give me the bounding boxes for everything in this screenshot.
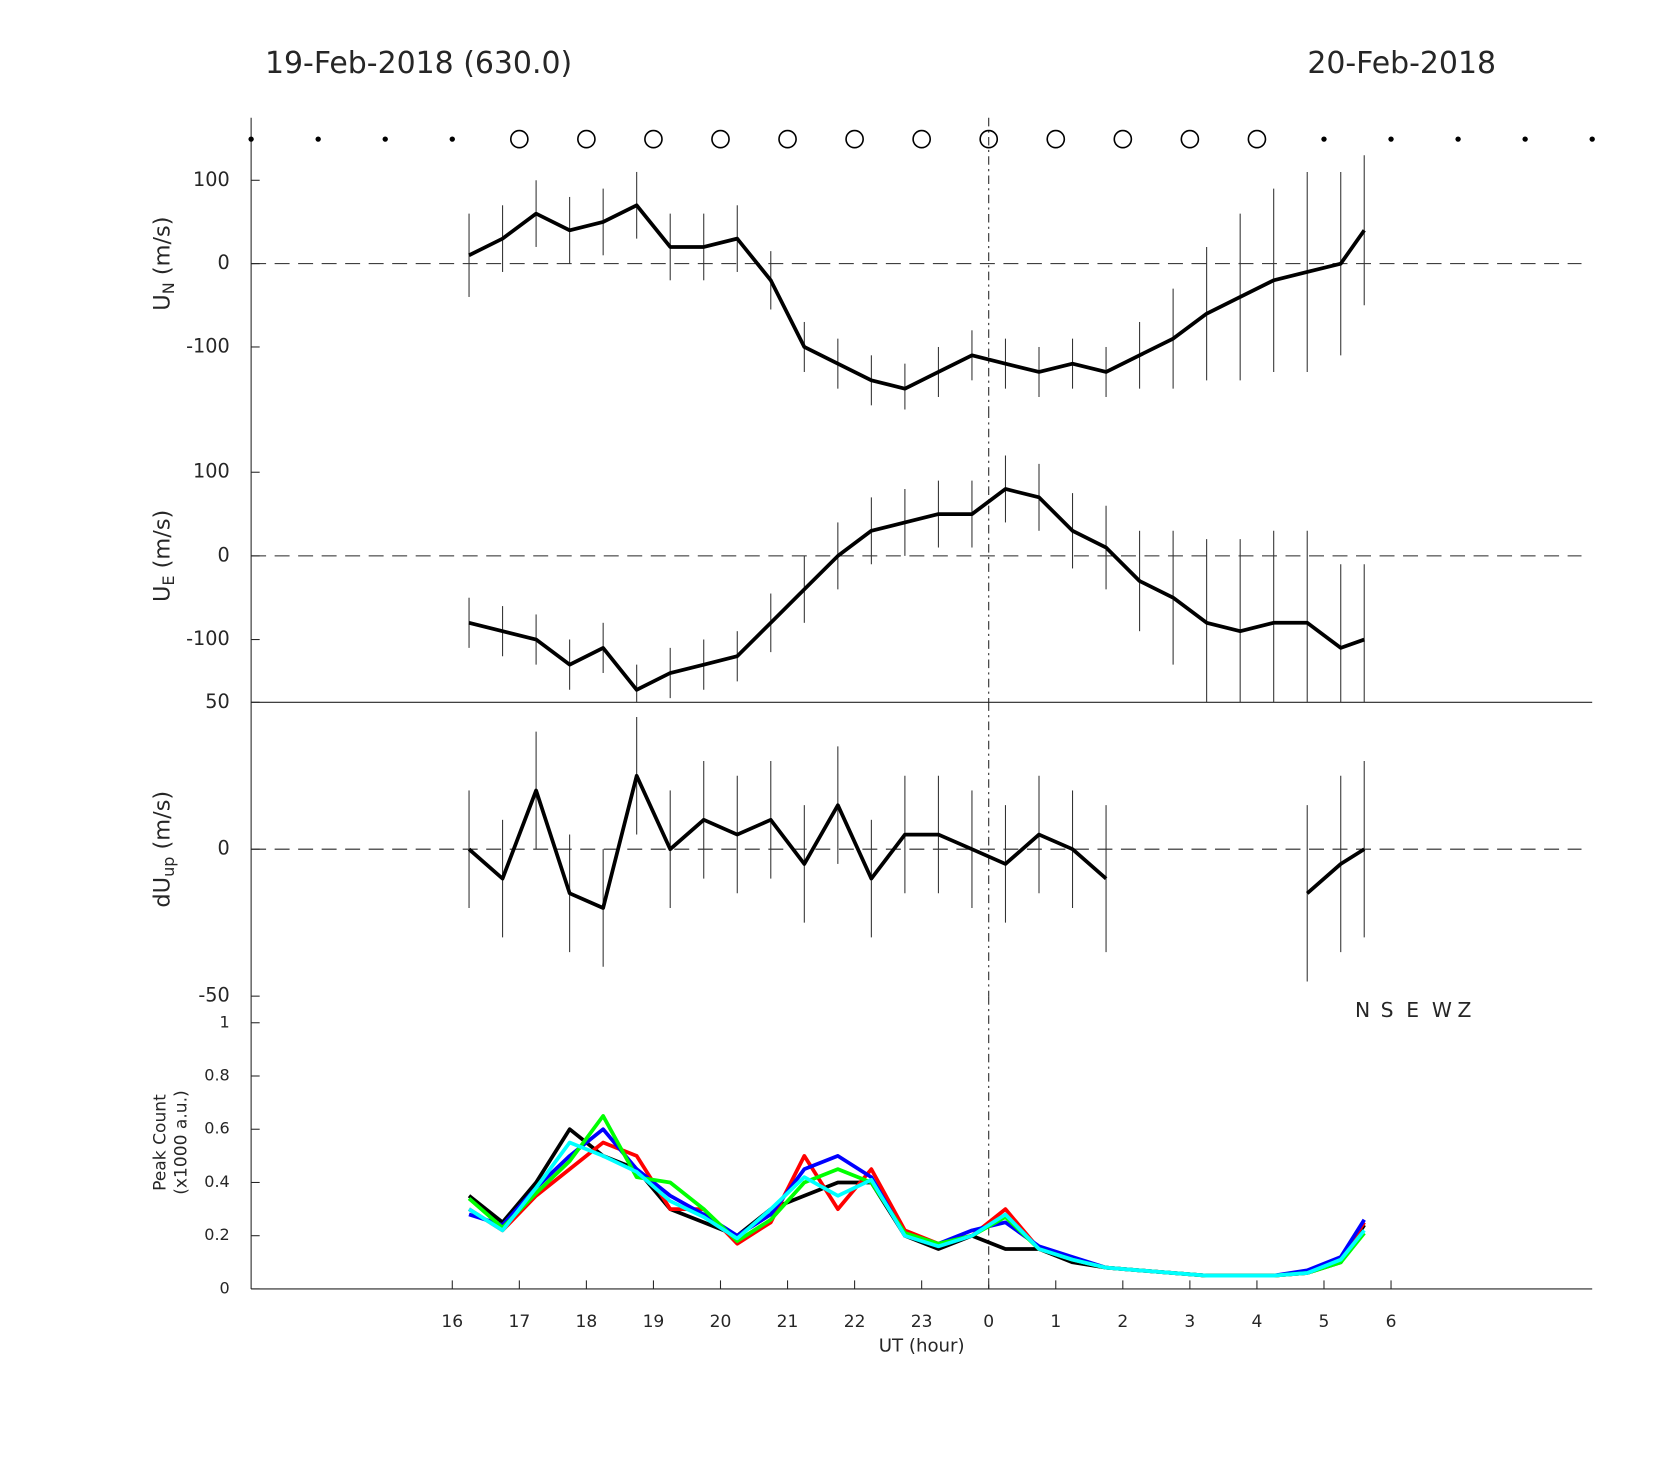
x-tick-label: 22 (844, 1312, 866, 1332)
x-tick-label: 18 (576, 1312, 598, 1332)
y-label-sub: up (158, 857, 177, 877)
marker-dot (1589, 136, 1595, 142)
title-left: 19-Feb-2018 (630.0) (265, 46, 572, 81)
x-tick-label: 19 (643, 1312, 665, 1332)
x-tick-label: 2 (1117, 1312, 1128, 1332)
y-label-main: U (149, 294, 175, 310)
legend-entry: Z (1458, 998, 1472, 1022)
y-axis-label: (x1000 a.u.) (172, 1090, 192, 1194)
marker-dot (1388, 136, 1394, 142)
marker-dot (248, 136, 254, 142)
y-axis-label: UE (m/s) (149, 510, 177, 602)
marker-circle (1247, 129, 1267, 149)
x-axis-label: UT (hour) (879, 1336, 965, 1357)
series-line (467, 1114, 1366, 1278)
series-line (468, 1127, 1366, 1278)
y-tick-label: -100 (186, 627, 230, 650)
marker-circle (1113, 129, 1133, 149)
marker-circle (979, 129, 999, 149)
y-axis-label: Peak Count (150, 1094, 170, 1191)
legend-entry: E (1406, 998, 1419, 1022)
series-line (467, 773, 1366, 910)
y-label-unit: (m/s) (149, 217, 175, 283)
y-tick-label: 0.6 (204, 1119, 229, 1138)
y-tick-label: 0 (218, 251, 230, 274)
y-tick-label: 50 (205, 690, 229, 713)
marker-circle (644, 129, 663, 149)
x-tick-label: 23 (911, 1312, 933, 1332)
marker-circle (778, 129, 797, 149)
y-label-sub: E (158, 575, 177, 585)
title-right: 20-Feb-2018 (1307, 46, 1496, 81)
y-tick-label: 100 (193, 460, 230, 483)
y-label-sub: N (158, 282, 177, 294)
marker-circle (1180, 129, 1200, 149)
y-tick-label: 0 (220, 1278, 230, 1297)
y-label-unit: (m/s) (149, 510, 175, 576)
x-tick-label: 17 (508, 1312, 530, 1332)
marker-dot (449, 136, 455, 142)
marker-circle (577, 129, 596, 149)
y-label-main: U (149, 586, 175, 602)
marker-dot (1522, 136, 1528, 142)
series-line (467, 1127, 1366, 1278)
series-line (468, 1140, 1366, 1278)
y-axis-label: dUup (m/s) (149, 791, 177, 908)
x-tick-label: 6 (1386, 1312, 1397, 1332)
y-tick-label: 100 (193, 168, 230, 191)
x-tick-label: 21 (777, 1312, 799, 1332)
x-tick-label: 4 (1251, 1312, 1262, 1332)
y-tick-label: 1 (220, 1012, 230, 1031)
y-label-main: dU (149, 877, 175, 908)
plot-area (467, 716, 1366, 982)
y-tick-label: 0.4 (204, 1172, 229, 1191)
y-tick-label: 0 (218, 543, 230, 566)
plot-area (468, 455, 1365, 703)
marker-circle (1046, 129, 1066, 149)
marker-dot (1321, 136, 1327, 142)
marker-circle (711, 129, 730, 149)
plot-area (468, 155, 1366, 410)
marker-circle (912, 129, 932, 149)
series-line (468, 487, 1365, 692)
series-line (468, 1140, 1366, 1278)
y-tick-label: 0 (218, 837, 230, 860)
x-tick-label: 1 (1050, 1312, 1061, 1332)
y-label-unit: (m/s) (149, 791, 175, 857)
x-tick-label: 5 (1319, 1312, 1330, 1332)
y-tick-label: 0.8 (204, 1066, 229, 1085)
x-tick-label: 3 (1184, 1312, 1195, 1332)
y-tick-label: -100 (186, 334, 230, 357)
legend-entry: W (1432, 998, 1452, 1022)
marker-dot (382, 136, 388, 142)
y-tick-label: 0.2 (204, 1225, 229, 1244)
legend-entry: N (1355, 998, 1370, 1022)
y-tick-label: -50 (198, 984, 229, 1007)
series-line (468, 203, 1366, 391)
marker-circle (845, 129, 864, 149)
legend-entry: S (1381, 998, 1394, 1022)
marker-circle (509, 129, 529, 149)
x-tick-label: 16 (441, 1312, 463, 1332)
x-tick-label: 0 (983, 1312, 994, 1332)
plot-area (467, 1114, 1366, 1278)
x-tick-label: 20 (710, 1312, 732, 1332)
marker-dot (1455, 136, 1461, 142)
y-axis-label: UN (m/s) (149, 217, 177, 311)
marker-dot (315, 136, 321, 142)
